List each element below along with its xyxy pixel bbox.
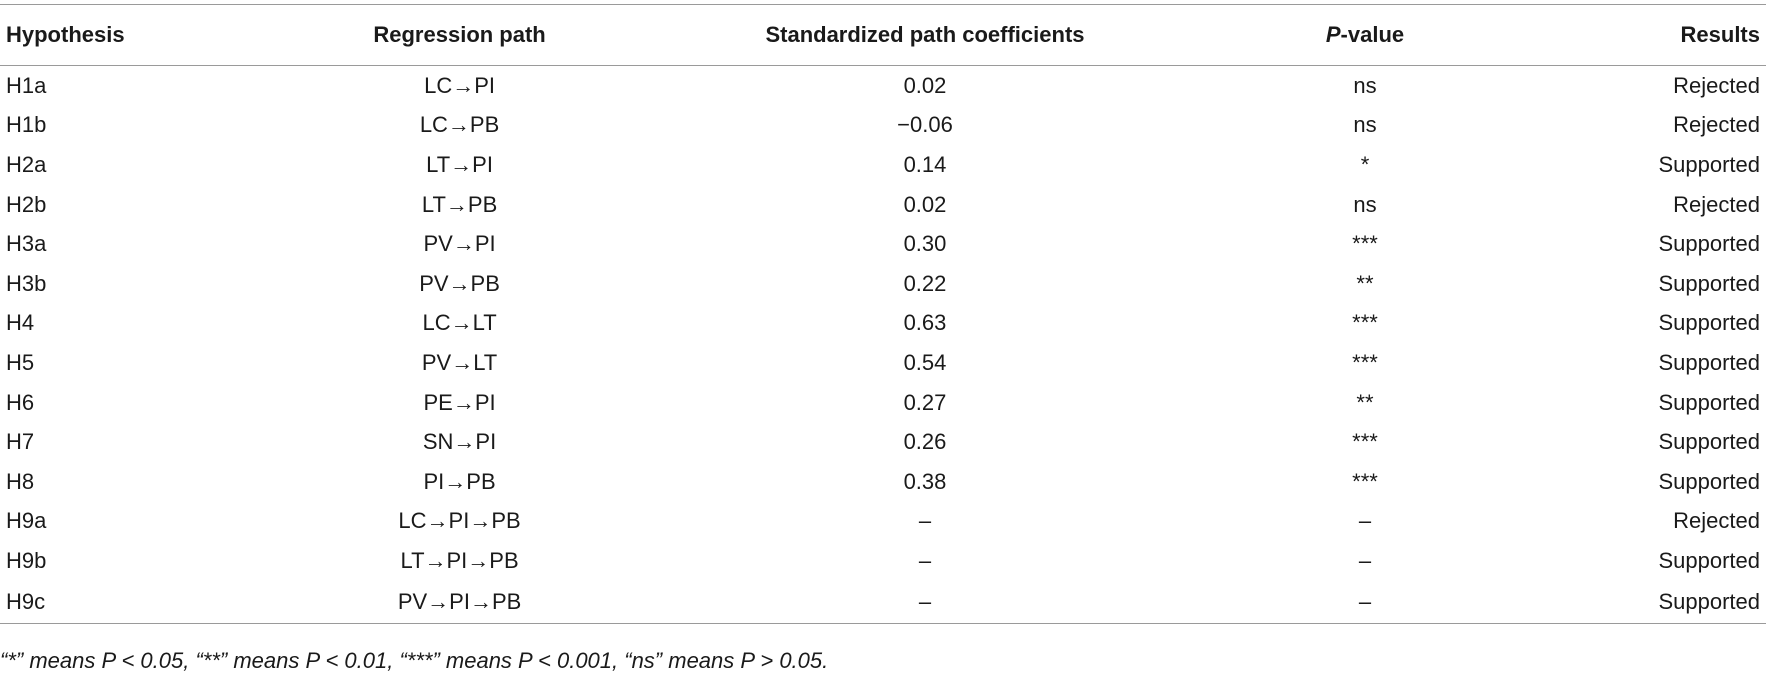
cell-regression-path: LC→LT (422, 310, 497, 336)
cell-path-coefficient: 0.26 (903, 429, 947, 455)
cell-p-value: – (1358, 547, 1372, 573)
cell-regression-path: PV→PB (419, 270, 500, 296)
cell-hypothesis: H3b (6, 270, 47, 296)
cell-p-value: *** (1352, 231, 1378, 257)
cell-hypothesis: H8 (6, 468, 35, 494)
table-row: H9a LC→PI→PB – – Rejected (0, 502, 1766, 542)
cell-p-value: – (1157, 580, 1573, 624)
cell-path-coefficient: 0.38 (903, 468, 947, 494)
table-row: H2a LT→PI 0.14 * Supported (0, 145, 1766, 185)
cell-path-coefficient: 0.63 (903, 310, 947, 336)
table-row: H3b PV→PB 0.22 ** Supported (0, 264, 1766, 304)
cell-hypothesis: H1b (6, 112, 47, 138)
cell-path-coefficient: 0.22 (903, 270, 947, 296)
cell-path-coefficient: 0.02 (903, 191, 947, 217)
cell-hypothesis: H7 (6, 429, 35, 455)
cell-path-coefficient: – (918, 508, 932, 534)
cell-result: Supported (1658, 270, 1760, 296)
cell-hypothesis: H9c (0, 580, 228, 624)
cell-result: Supported (1658, 468, 1760, 494)
cell-path-coefficient: 0.30 (903, 231, 947, 257)
cell-regression-path: PE→PI (423, 389, 496, 415)
cell-p-value: ** (1356, 389, 1374, 415)
table-row: H1b LC→PB −0.06 ns Rejected (0, 106, 1766, 146)
cell-regression-path: LT→PI→PB (400, 547, 519, 573)
cell-path-coefficient: 0.54 (903, 349, 947, 375)
cell-p-value: – (1358, 508, 1372, 534)
cell-p-value: *** (1352, 310, 1378, 336)
table-row: H1a LC→PI 0.02 ns Rejected (0, 66, 1766, 106)
cell-regression-path: PI→PB (423, 468, 496, 494)
table-row: H3a PV→PI 0.30 *** Supported (0, 224, 1766, 264)
cell-hypothesis: H6 (6, 389, 35, 415)
cell-p-value: *** (1352, 468, 1378, 494)
cell-hypothesis: H2a (6, 151, 47, 177)
cell-result: Supported (1572, 580, 1766, 624)
cell-path-coefficient: 0.27 (903, 389, 947, 415)
cell-result: Rejected (1673, 508, 1760, 534)
table-row: H6 PE→PI 0.27 ** Supported (0, 383, 1766, 423)
table-row: H9c PV→PI→PB – – Supported (0, 580, 1766, 624)
cell-result: Supported (1658, 547, 1760, 573)
cell-hypothesis: H4 (6, 310, 35, 336)
cell-p-value: *** (1352, 429, 1378, 455)
table-row: H7 SN→PI 0.26 *** Supported (0, 422, 1766, 462)
cell-p-value: ns (1353, 72, 1377, 98)
header-results: Results (1572, 4, 1766, 66)
cell-hypothesis: H2b (6, 191, 47, 217)
table-row: H9b LT→PI→PB – – Supported (0, 541, 1766, 581)
table-row: H5 PV→LT 0.54 *** Supported (0, 343, 1766, 383)
cell-p-value: ns (1353, 112, 1377, 138)
cell-hypothesis: H1a (6, 72, 47, 98)
table-footnote: “*” means P < 0.05, “**” means P < 0.01,… (0, 648, 829, 673)
cell-p-value: ** (1356, 270, 1374, 296)
hypothesis-results-table: Hypothesis Regression path Standardized … (0, 4, 1766, 624)
cell-regression-path: PV→LT (421, 349, 498, 375)
cell-result: Supported (1658, 349, 1760, 375)
cell-p-value: * (1360, 151, 1370, 177)
cell-result: Supported (1658, 151, 1760, 177)
header-p-letter: P (1325, 22, 1341, 47)
cell-hypothesis: H3a (6, 231, 47, 257)
table-row: H8 PI→PB 0.38 *** Supported (0, 462, 1766, 502)
cell-path-coefficient: −0.06 (897, 112, 953, 138)
cell-path-coefficient: – (692, 580, 1158, 624)
cell-result: Supported (1658, 310, 1760, 336)
cell-result: Rejected (1673, 191, 1760, 217)
cell-result: Rejected (1673, 72, 1760, 98)
header-hypothesis: Hypothesis (0, 4, 228, 66)
cell-regression-path: SN→PI (422, 429, 497, 455)
cell-regression-path: LT→PB (421, 191, 498, 217)
cell-result: Supported (1658, 389, 1760, 415)
cell-p-value: ns (1353, 191, 1377, 217)
cell-regression-path: LC→PI (424, 72, 496, 98)
cell-regression-path: LC→PI→PB (398, 508, 521, 534)
cell-regression-path: LC→PB (419, 112, 500, 138)
header-p-rest: -value (1340, 22, 1405, 47)
table-row: H4 LC→LT 0.63 *** Supported (0, 304, 1766, 344)
cell-result: Supported (1658, 429, 1760, 455)
header-p-value: P-value (1157, 4, 1573, 66)
cell-regression-path: PV→PI (423, 231, 496, 257)
table-row: H2b LT→PB 0.02 ns Rejected (0, 185, 1766, 225)
header-row: Hypothesis Regression path Standardized … (0, 4, 1766, 66)
cell-hypothesis: H9a (6, 508, 47, 534)
cell-hypothesis: H9b (6, 547, 47, 573)
cell-path-coefficient: – (918, 547, 932, 573)
cell-regression-path: PV→PI→PB (227, 580, 693, 624)
cell-regression-path: LT→PI (426, 151, 493, 177)
header-path-coefficients: Standardized path coefficients (692, 4, 1158, 66)
cell-p-value: *** (1352, 349, 1378, 375)
cell-result: Supported (1658, 231, 1760, 257)
cell-path-coefficient: 0.14 (903, 151, 947, 177)
header-regression-path: Regression path (227, 4, 693, 66)
cell-result: Rejected (1673, 112, 1760, 138)
cell-path-coefficient: 0.02 (903, 72, 947, 98)
cell-hypothesis: H5 (6, 349, 35, 375)
